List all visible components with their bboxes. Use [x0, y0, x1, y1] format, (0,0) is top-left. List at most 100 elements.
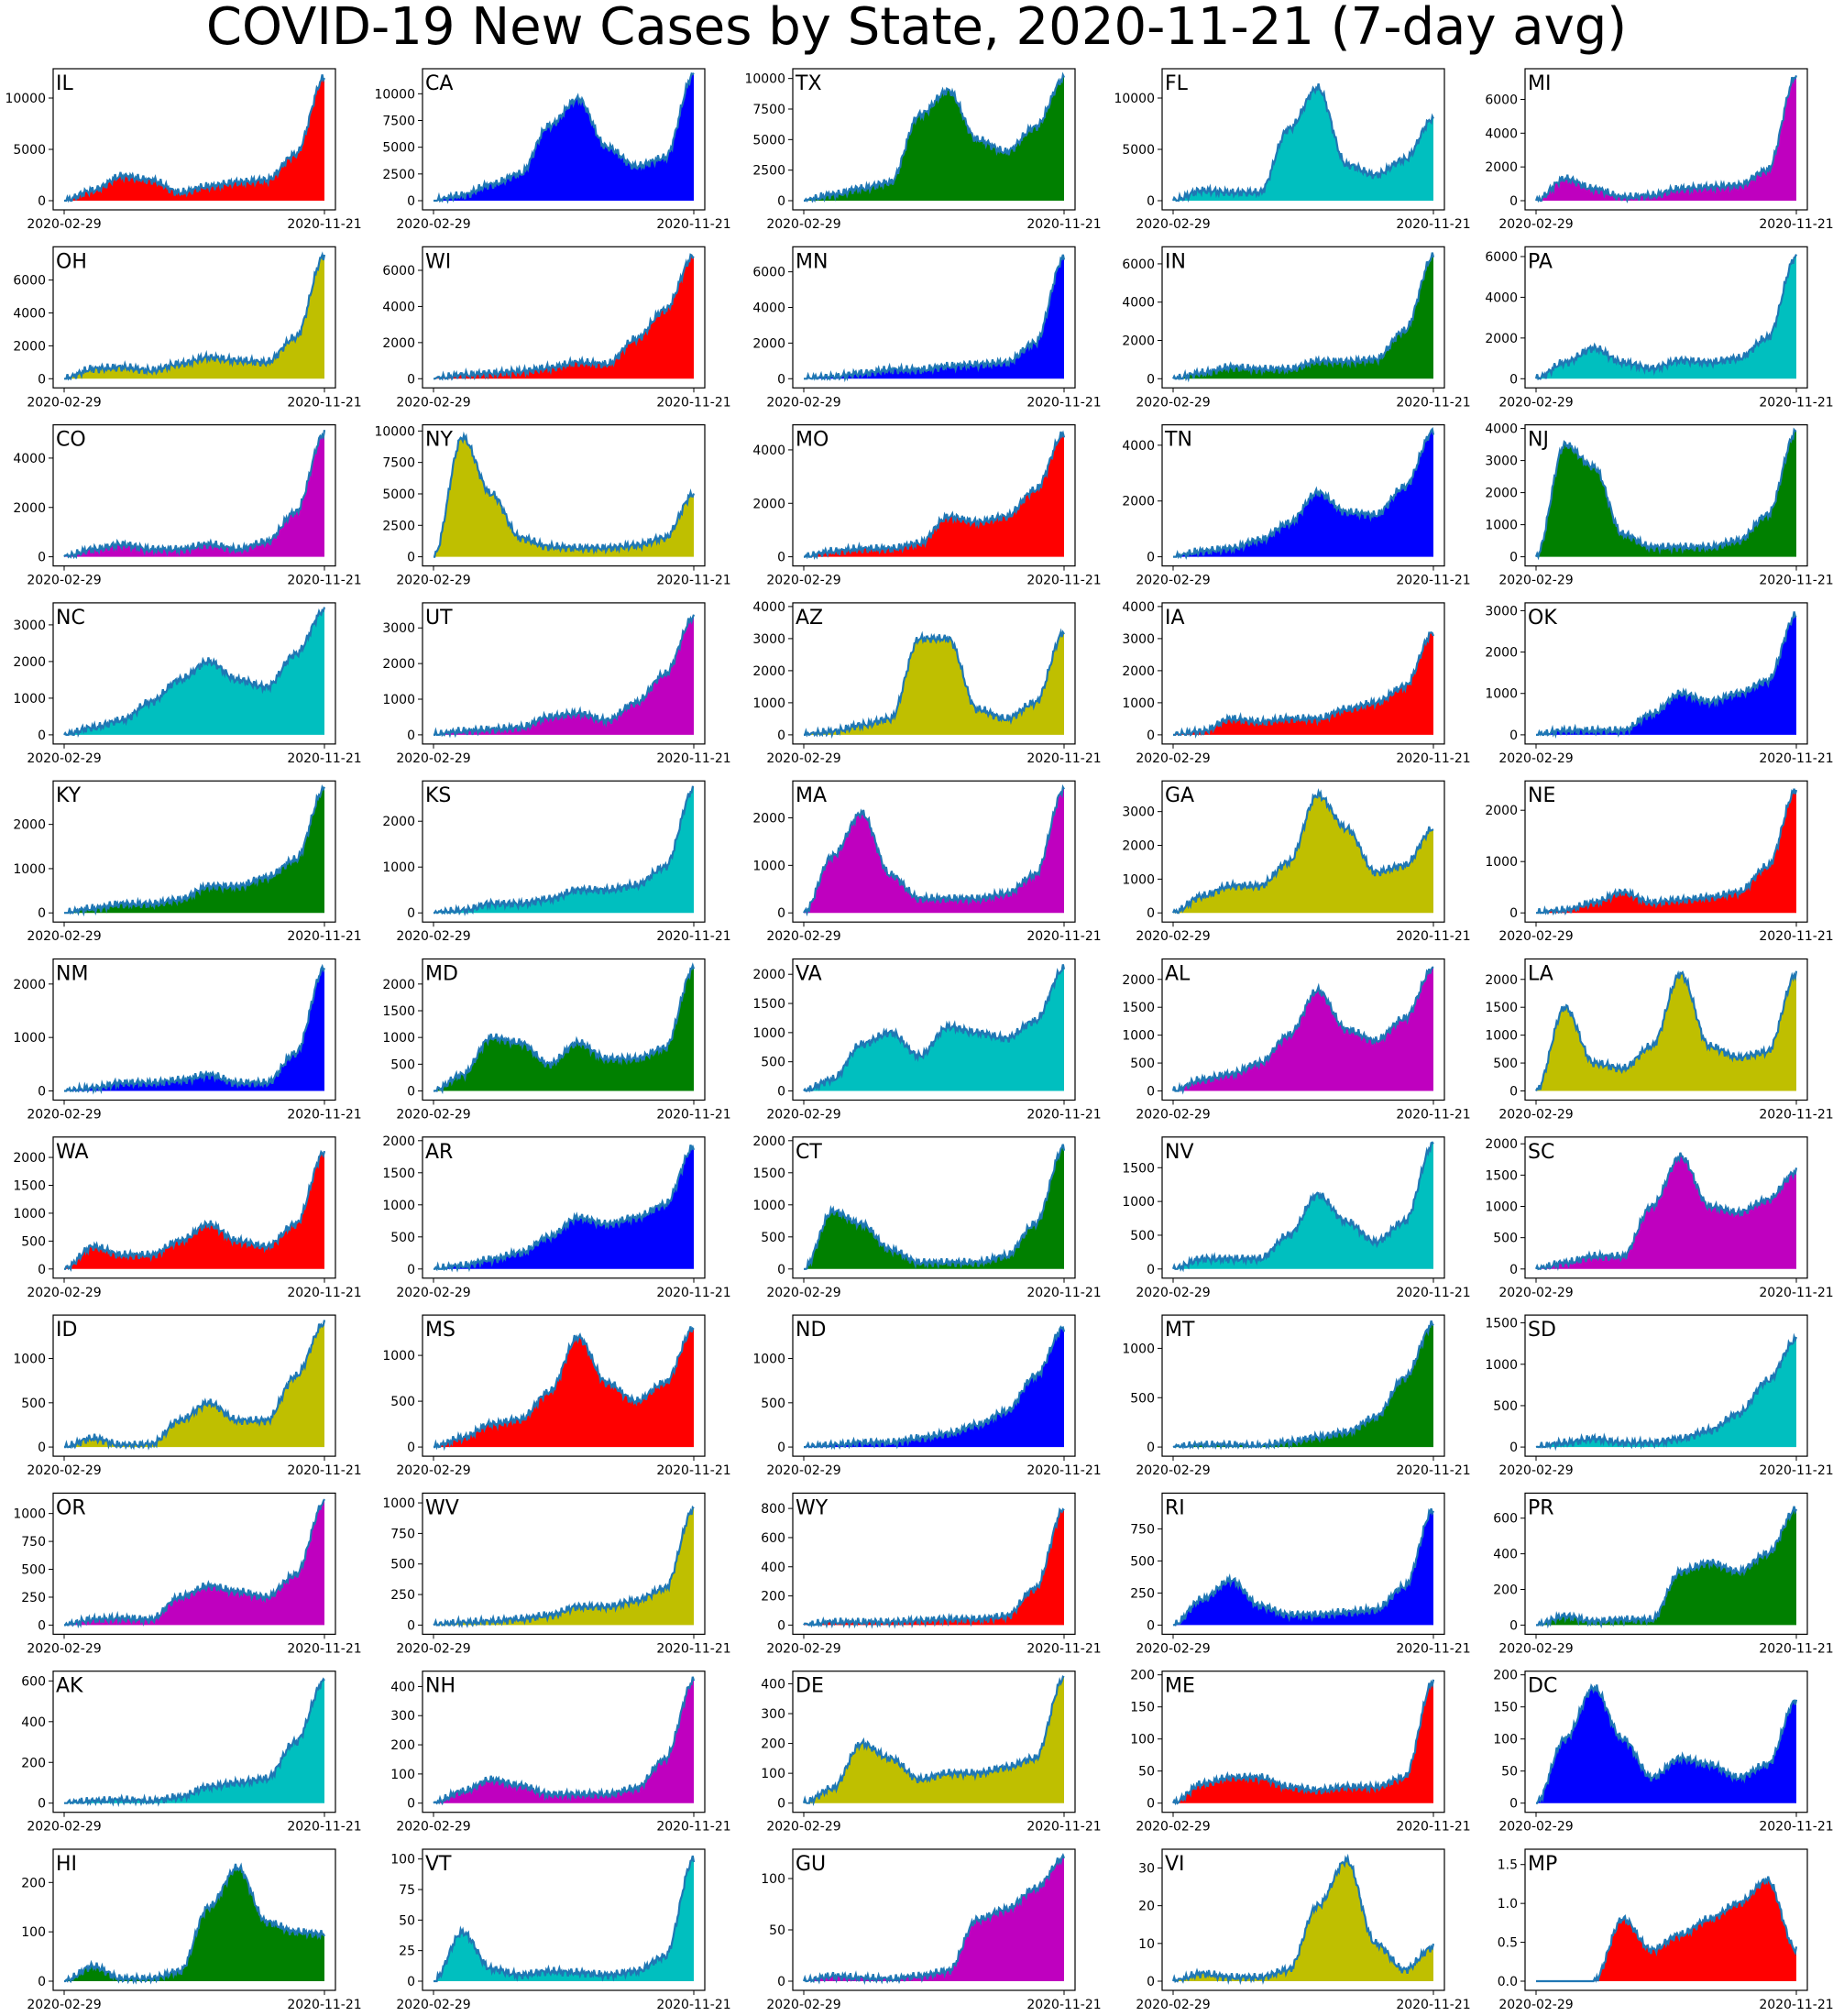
y-tick-label: 2000	[13, 339, 46, 354]
state-label: VA	[796, 963, 822, 986]
x-tick-label: 2020-02-29	[766, 217, 840, 232]
area-in	[1173, 252, 1433, 379]
y-tick-label: 200	[1130, 1669, 1155, 1683]
y-tick-label: 0	[1147, 1618, 1155, 1633]
line-mp	[1536, 1876, 1798, 1983]
axes-frame	[792, 1671, 1076, 1813]
y-tick-label: 1000	[752, 859, 785, 873]
area-hi	[64, 1864, 324, 1981]
y-tick-label: 2000	[13, 1151, 46, 1166]
state-label: MT	[1165, 1319, 1195, 1342]
line-ca	[434, 71, 695, 204]
line-ut	[434, 614, 696, 739]
y-tick-label: 0	[777, 1975, 785, 1989]
axes-frame	[792, 1314, 1076, 1457]
x-tick-label: 2020-11-21	[1396, 751, 1470, 766]
area-ak	[64, 1679, 324, 1803]
area-or	[64, 1499, 324, 1626]
x-tick-label: 2020-11-21	[287, 751, 361, 766]
y-tick-label: 3000	[382, 621, 415, 636]
y-tick-label: 400	[21, 1715, 46, 1730]
state-label: PA	[1528, 250, 1553, 273]
area-fl	[1173, 83, 1433, 201]
panel-me: 0 50 100 150 200 2020-02-29 2020-11-21 ME	[1130, 1669, 1470, 1835]
y-tick-label: 2000	[1485, 487, 1518, 501]
x-tick-label: 2020-11-21	[1759, 1998, 1833, 2012]
y-tick-label: 0	[1509, 1441, 1518, 1455]
axes-frame	[1161, 246, 1445, 389]
area-nv	[1173, 1142, 1433, 1269]
y-tick-label: 5000	[382, 488, 415, 502]
area-pr	[1536, 1506, 1796, 1626]
y-tick-label: 0	[407, 551, 415, 565]
state-label: NC	[56, 607, 85, 630]
y-tick-label: 1000	[752, 1353, 785, 1367]
line-gu	[802, 1853, 1066, 1986]
y-tick-label: 1000	[1485, 1029, 1518, 1044]
line-ok	[1536, 611, 1797, 739]
x-tick-label: 2020-11-21	[1026, 1998, 1101, 2012]
y-tick-label: 0	[1509, 906, 1518, 921]
x-tick-label: 2020-02-29	[766, 1463, 840, 1478]
y-tick-label: 7500	[752, 103, 785, 117]
y-tick-label: 30	[1138, 1861, 1155, 1876]
x-tick-label: 2020-11-21	[656, 929, 730, 944]
y-tick-label: 0	[38, 1263, 46, 1277]
y-tick-label: 150	[1130, 1701, 1155, 1715]
page-title: COVID-19 New Cases by State, 2020-11-21 …	[205, 0, 1628, 57]
line-ga	[1171, 787, 1434, 915]
y-tick-label: 200	[1493, 1669, 1518, 1683]
panel-or: 0 250 500 750 1000 2020-02-29 2020-11-21 OR	[13, 1492, 362, 1656]
line-pr	[1536, 1506, 1798, 1629]
x-tick-label: 2020-11-21	[1759, 1108, 1833, 1123]
line-md	[434, 962, 696, 1095]
area-wi	[434, 254, 694, 379]
state-label: NH	[425, 1675, 456, 1698]
axes-frame	[1524, 1136, 1808, 1279]
y-tick-label: 2000	[1485, 804, 1518, 818]
axes-frame	[1524, 958, 1808, 1101]
x-tick-label: 2020-11-21	[1759, 1286, 1833, 1300]
area-ma	[804, 787, 1064, 914]
y-tick-label: 25	[399, 1945, 415, 1959]
area-nm	[64, 966, 324, 1091]
x-tick-label: 2020-02-29	[1498, 395, 1573, 410]
y-tick-label: 2000	[752, 811, 785, 826]
x-tick-label: 2020-11-21	[287, 1998, 361, 2012]
panel-vi: 0 10 20 30 2020-02-29 2020-11-21 VI	[1136, 1848, 1471, 2012]
axes-frame	[52, 1848, 336, 1991]
x-tick-label: 2020-11-21	[1396, 1820, 1470, 1835]
x-tick-label: 2020-02-29	[396, 1820, 470, 1835]
y-tick-label: 500	[1130, 1057, 1155, 1071]
state-label: TX	[795, 72, 822, 95]
y-tick-label: 600	[21, 1674, 46, 1689]
x-tick-label: 2020-02-29	[1136, 1998, 1210, 2012]
y-tick-label: 250	[390, 1588, 415, 1603]
axes-frame	[1524, 1848, 1808, 1991]
area-md	[434, 965, 694, 1091]
state-label: MO	[796, 429, 829, 452]
panel-oh: 0 2000 4000 6000 2020-02-29 2020-11-21 OH	[13, 246, 362, 410]
area-sc	[1536, 1152, 1796, 1269]
y-tick-label: 3000	[1122, 632, 1155, 647]
panel-ut: 0 1000 2000 3000 2020-02-29 2020-11-21 UT	[382, 602, 731, 766]
x-tick-label: 2020-11-21	[1026, 1820, 1101, 1835]
x-tick-label: 2020-11-21	[1026, 217, 1101, 232]
axes-frame	[422, 602, 706, 745]
line-ny	[434, 431, 696, 558]
panel-in: 0 2000 4000 6000 2020-02-29 2020-11-21 IN	[1122, 246, 1471, 410]
y-tick-label: 4000	[752, 444, 785, 458]
line-ne	[1536, 788, 1798, 916]
x-tick-label: 2020-02-29	[396, 929, 470, 944]
panel-md: 0 500 1000 1500 2000 2020-02-29 2020-11-21 MD	[382, 958, 731, 1123]
y-tick-label: 1000	[752, 1199, 785, 1213]
y-tick-label: 0.0	[1498, 1975, 1518, 1989]
x-tick-label: 2020-02-29	[27, 1108, 101, 1123]
axes-frame	[1161, 602, 1445, 745]
state-label: GA	[1165, 784, 1194, 807]
y-tick-label: 0	[407, 194, 415, 209]
y-tick-label: 2000	[13, 501, 46, 516]
state-label: KY	[56, 784, 82, 807]
x-tick-label: 2020-11-21	[1759, 217, 1833, 232]
y-tick-label: 6000	[13, 274, 46, 289]
